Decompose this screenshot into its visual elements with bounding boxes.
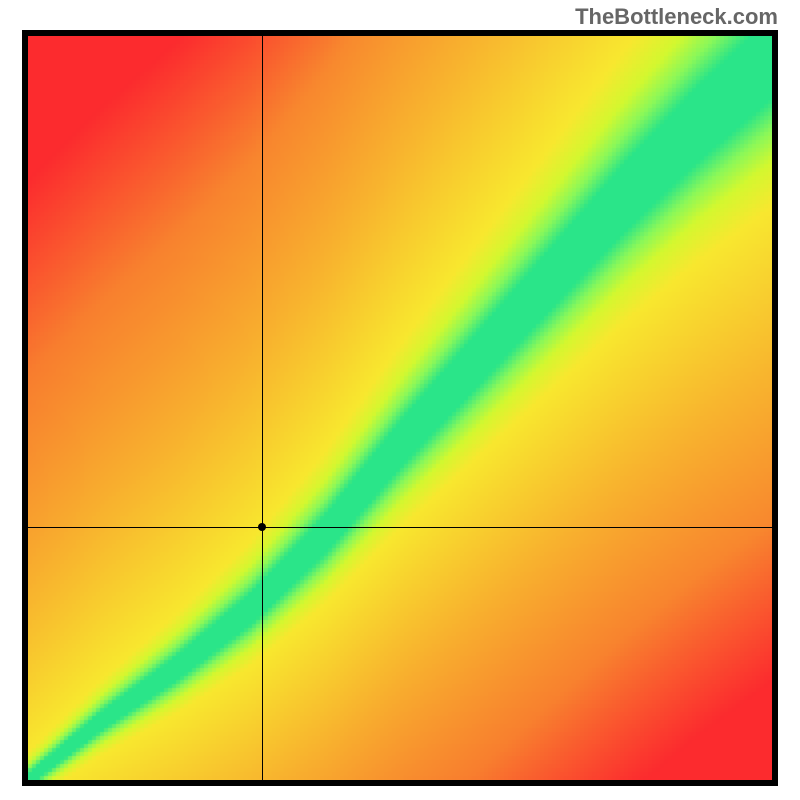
- crosshair-vertical-line: [262, 36, 263, 780]
- heatmap-canvas: [28, 36, 772, 780]
- chart-container: TheBottleneck.com: [0, 0, 800, 800]
- crosshair-horizontal-line: [28, 527, 772, 528]
- crosshair-marker-dot: [258, 523, 266, 531]
- heatmap-plot-area: [22, 30, 778, 786]
- watermark-text: TheBottleneck.com: [575, 4, 778, 30]
